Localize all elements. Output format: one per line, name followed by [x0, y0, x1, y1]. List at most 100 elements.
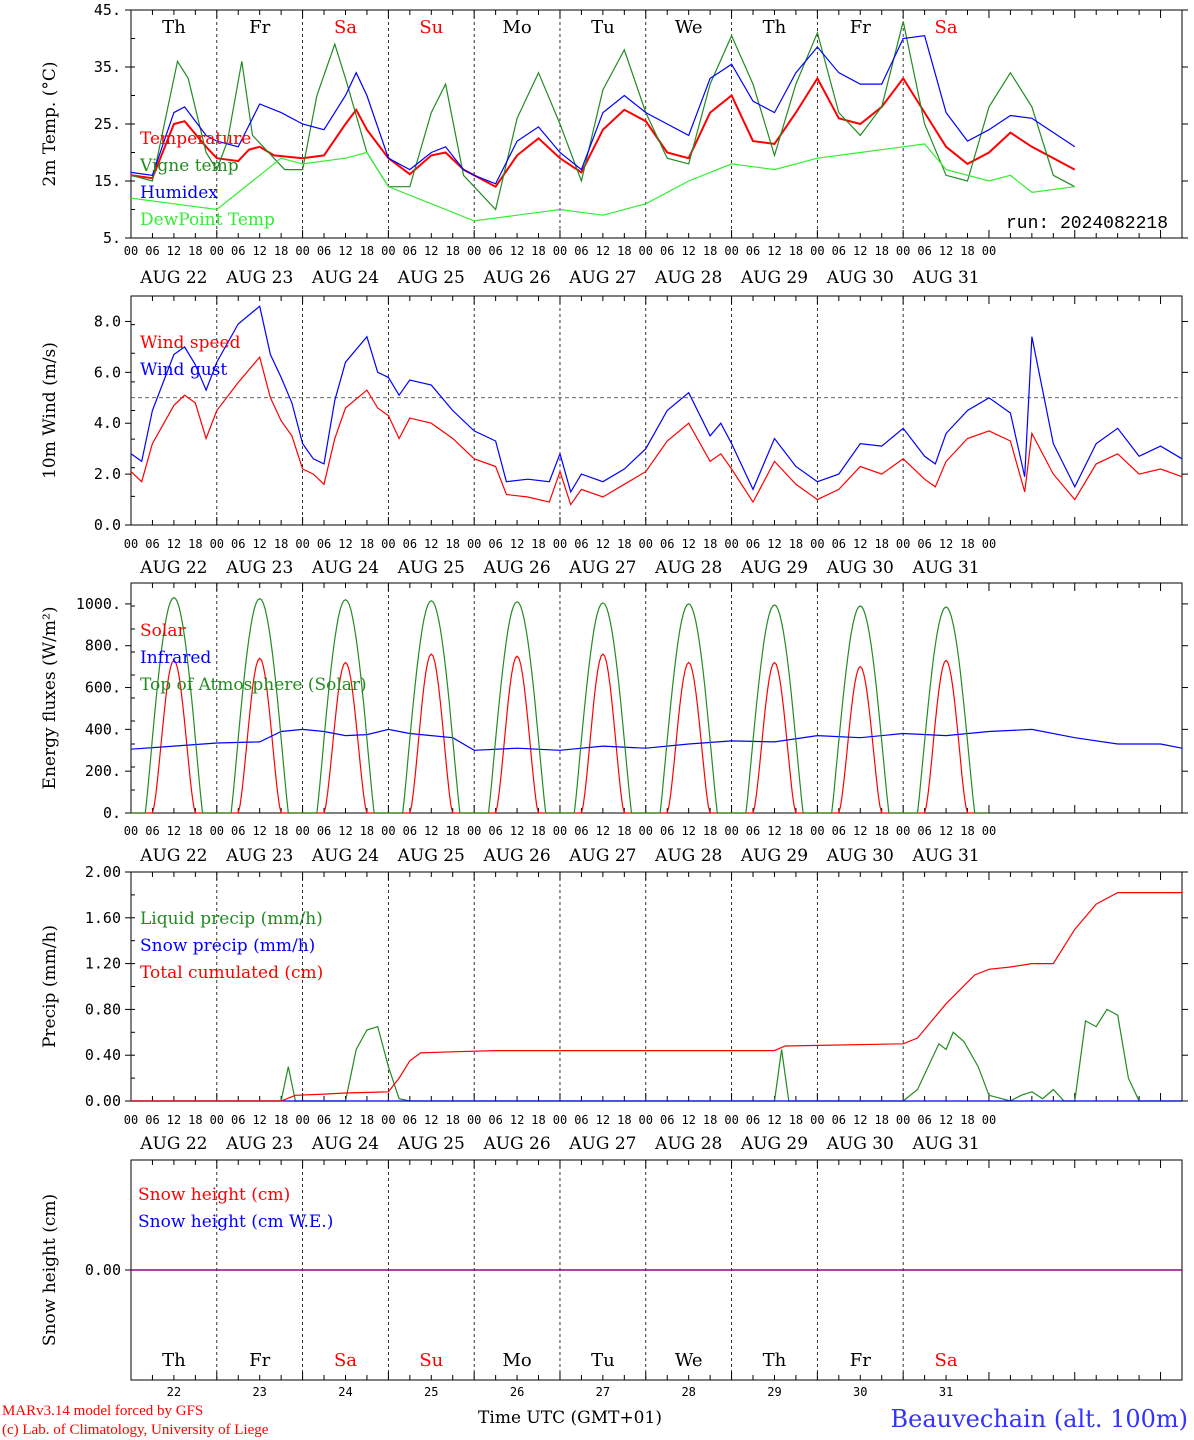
weekday-label: Sa	[334, 17, 357, 38]
hour-tick-label: 18	[446, 1113, 460, 1127]
plot-frame	[130, 582, 1183, 814]
y-axis-label: 10m Wind (m/s)	[40, 342, 60, 479]
hour-tick-label: 12	[939, 537, 953, 551]
y-tick-label: 2.00	[85, 863, 121, 881]
weekday-label: We	[675, 1350, 703, 1371]
hour-tick-label: 06	[403, 244, 417, 258]
hour-tick-label: 06	[231, 824, 245, 838]
hour-tick-label: 00	[639, 244, 653, 258]
hour-tick-label: 12	[681, 1113, 695, 1127]
y-tick-label: 45.	[94, 1, 121, 19]
date-label: AUG 31	[911, 1134, 979, 1154]
y-axis-label: Snow height (cm)	[40, 1194, 60, 1346]
hour-tick-label: 12	[252, 244, 266, 258]
weekday-label: Mo	[502, 17, 531, 38]
weekday-label: Sa	[935, 17, 958, 38]
hour-tick-label: 12	[596, 537, 610, 551]
date-label: AUG 25	[397, 558, 465, 578]
hour-tick-label: 18	[531, 244, 545, 258]
date-label: AUG 24	[311, 268, 379, 288]
hour-tick-label: 00	[381, 1113, 395, 1127]
hour-tick-label: 06	[231, 537, 245, 551]
hour-tick-label: 00	[724, 244, 738, 258]
hour-tick-label: 18	[360, 244, 374, 258]
hour-tick-label: 18	[274, 244, 288, 258]
hour-tick-label: 18	[531, 824, 545, 838]
y-tick-label: 0.00	[85, 1092, 121, 1110]
hour-tick-label: 12	[424, 824, 438, 838]
hour-tick-label: 06	[832, 537, 846, 551]
hour-tick-label: 00	[982, 244, 996, 258]
date-label: AUG 23	[225, 268, 293, 288]
hour-tick-label: 18	[703, 244, 717, 258]
hour-tick-label: 12	[853, 824, 867, 838]
hour-tick-label: 00	[381, 244, 395, 258]
y-tick-label: 1000.	[76, 595, 121, 613]
hour-tick-label: 12	[767, 1113, 781, 1127]
hour-tick-label: 00	[724, 537, 738, 551]
date-label: AUG 24	[311, 1134, 379, 1154]
date-label: AUG 25	[397, 846, 465, 866]
run-annotation: run: 2024082218	[1006, 214, 1168, 234]
legend-entry: DewPoint Temp	[140, 210, 275, 230]
hour-tick-label: 18	[274, 537, 288, 551]
weekday-label: Fr	[850, 17, 871, 38]
date-label: AUG 27	[568, 846, 636, 866]
series-line	[131, 1008, 1182, 1102]
date-label: AUG 29	[740, 846, 808, 866]
legend-entry: Liquid precip (mm/h)	[140, 909, 323, 929]
hour-tick-label: 18	[188, 244, 202, 258]
hour-tick-label: 06	[660, 244, 674, 258]
hour-tick-label: 00	[124, 824, 138, 838]
legend-entry: Infrared	[140, 648, 211, 668]
hour-tick-label: 06	[917, 824, 931, 838]
hour-tick-label: 18	[188, 824, 202, 838]
weekday-label: Fr	[249, 17, 270, 38]
hour-tick-label: 12	[767, 537, 781, 551]
hour-tick-label: 06	[917, 244, 931, 258]
hour-tick-label: 00	[210, 537, 224, 551]
date-label: AUG 22	[139, 268, 207, 288]
hour-tick-label: 18	[531, 537, 545, 551]
y-tick-label: 25.	[94, 115, 121, 133]
hour-tick-label: 18	[446, 824, 460, 838]
hour-tick-label: 12	[424, 537, 438, 551]
hour-tick-label: 06	[746, 824, 760, 838]
energy-flux-panel: 0. 200. 400. 600. 800. 1000. Energy fluxes (W/…	[40, 582, 1188, 866]
weekday-label: Fr	[850, 1350, 871, 1371]
weekday-label: Th	[763, 1350, 787, 1371]
legend-entry: Wind gust	[140, 360, 227, 380]
hour-tick-label: 06	[317, 824, 331, 838]
hour-tick-label: 12	[252, 537, 266, 551]
hour-tick-label: 12	[338, 1113, 352, 1127]
hour-tick-label: 00	[553, 244, 567, 258]
day-number-label: 26	[510, 1385, 524, 1399]
hour-tick-label: 12	[596, 1113, 610, 1127]
hour-tick-label: 06	[574, 537, 588, 551]
precipitation-panel: 0.00 0.40 0.80 1.20 1.60 2.00 Precip (mm/h) Liq…	[40, 863, 1188, 1154]
day-number-label: 24	[338, 1385, 352, 1399]
weekday-label: Sa	[334, 1350, 357, 1371]
hour-tick-label: 06	[746, 1113, 760, 1127]
weekday-label: Fr	[249, 1350, 270, 1371]
hour-tick-label: 18	[789, 824, 803, 838]
hour-tick-label: 00	[982, 1113, 996, 1127]
snow-height-panel: 0.00 Snow height (cm) Snow height (cm) Snow…	[40, 1159, 1183, 1399]
x-axis-label: Time UTC (GMT+01)	[478, 1408, 662, 1428]
hour-tick-label: 00	[381, 537, 395, 551]
date-label: AUG 24	[311, 846, 379, 866]
hour-tick-label: 00	[210, 244, 224, 258]
series-line	[131, 596, 989, 814]
date-label: AUG 28	[654, 846, 722, 866]
hour-tick-label: 18	[960, 824, 974, 838]
date-label: AUG 25	[397, 268, 465, 288]
hour-tick-label: 12	[853, 244, 867, 258]
date-label: AUG 31	[911, 846, 979, 866]
hour-tick-label: 18	[360, 537, 374, 551]
y-tick-label: 5.	[103, 229, 121, 247]
hour-tick-label: 06	[488, 824, 502, 838]
hour-tick-label: 12	[252, 1113, 266, 1127]
day-number-label: 23	[252, 1385, 266, 1399]
hour-tick-label: 18	[789, 537, 803, 551]
date-label: AUG 27	[568, 558, 636, 578]
